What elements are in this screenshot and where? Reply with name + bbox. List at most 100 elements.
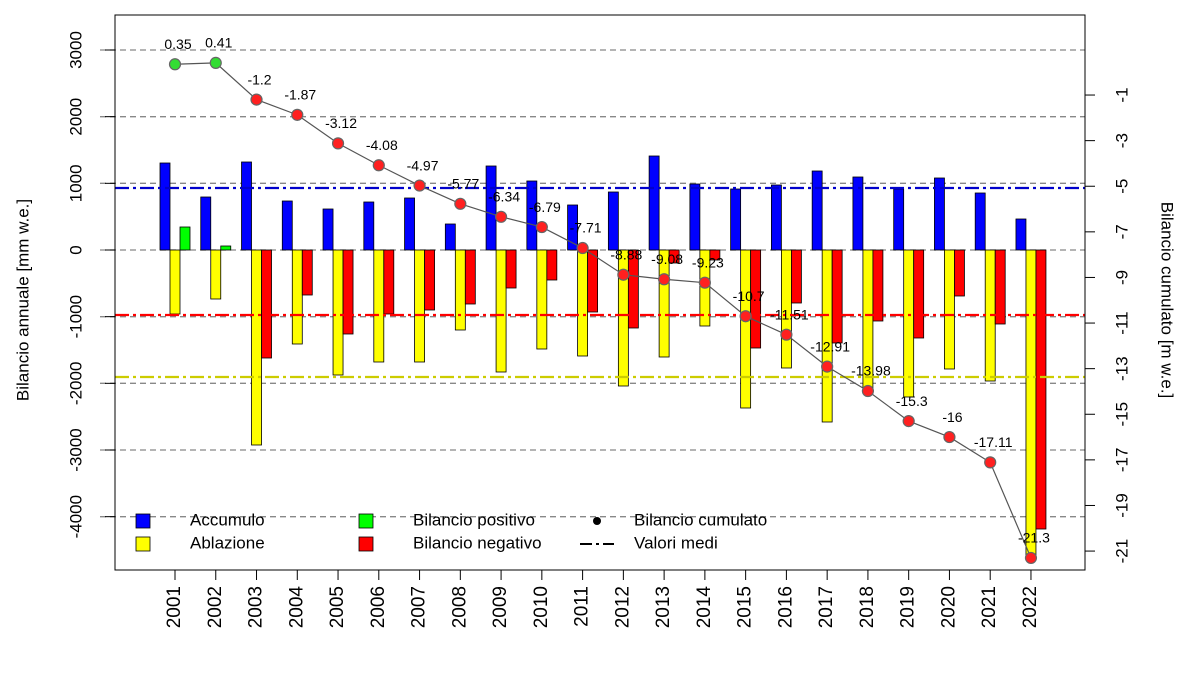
cumulative-point — [617, 268, 630, 281]
y2-axis-label: Bilancio cumulato [m w.e.] — [1158, 202, 1177, 399]
cumulative-point — [943, 430, 956, 444]
data-label: -4.08 — [366, 137, 398, 153]
bar — [872, 249, 884, 322]
bar — [536, 249, 548, 350]
y2-tick-label: -21 — [1112, 539, 1131, 564]
x-tick-label: 2009 — [490, 586, 511, 628]
x-tick-label: 2016 — [775, 586, 796, 628]
data-label: -6.34 — [488, 189, 520, 205]
y2-tick-label: -7 — [1112, 224, 1131, 239]
data-label: -5.77 — [447, 176, 479, 192]
data-label: 0.35 — [164, 36, 191, 52]
data-label: -9.23 — [692, 254, 724, 270]
bar — [709, 249, 721, 261]
bar — [414, 249, 425, 363]
legend-swatch — [358, 513, 374, 529]
cumulative-point — [413, 179, 426, 192]
bar — [1025, 249, 1037, 561]
x-tick-label: 2006 — [368, 586, 389, 628]
y-tick-label: -3000 — [66, 428, 85, 471]
cumulative-point — [372, 159, 385, 172]
bar — [587, 249, 598, 313]
x-tick-label: 2020 — [938, 586, 959, 628]
bar — [771, 184, 782, 251]
x-tick-label: 2003 — [246, 586, 267, 628]
bar — [994, 249, 1006, 325]
bar — [342, 249, 354, 335]
cumulative-point — [494, 210, 508, 223]
bar — [220, 245, 232, 251]
bar — [251, 249, 262, 446]
legend-swatch — [593, 517, 601, 525]
bar — [301, 249, 313, 296]
bar — [322, 208, 334, 251]
x-tick-label: 2008 — [449, 586, 470, 628]
legend-swatch — [135, 536, 151, 552]
y-tick-label: 1000 — [66, 164, 85, 202]
data-label: -1.87 — [284, 87, 316, 103]
cumulative-point — [454, 197, 467, 210]
data-label: -1.2 — [247, 71, 271, 87]
cumulative-point — [535, 220, 548, 234]
bar — [495, 249, 507, 373]
y2-tick-label: -3 — [1112, 133, 1131, 148]
legend-label: Bilancio cumulato — [634, 510, 767, 529]
data-label: -16 — [942, 409, 962, 425]
bar — [1035, 249, 1047, 530]
cumulative-point — [1024, 551, 1038, 565]
x-tick-label: 2015 — [735, 586, 756, 628]
cumulative-point — [984, 456, 997, 469]
bar — [903, 249, 915, 398]
y-axis-label: Bilancio annuale [mm w.e.] — [13, 199, 32, 401]
cumulative-point — [250, 93, 263, 106]
cumulative-point — [168, 58, 182, 71]
bar — [934, 177, 945, 251]
bar — [893, 188, 905, 251]
bar — [505, 249, 517, 289]
y2-tick-label: -1 — [1112, 87, 1131, 102]
legend-label: Accumulo — [190, 510, 265, 529]
cumulative-point — [658, 273, 671, 286]
data-label: -15.3 — [896, 393, 928, 409]
bar — [668, 249, 680, 264]
bar — [913, 249, 925, 339]
x-tick-label: 2018 — [857, 586, 878, 628]
bar — [363, 201, 375, 251]
x-tick-label: 2010 — [531, 586, 552, 628]
bar — [454, 249, 466, 331]
bar — [974, 192, 986, 251]
bar — [750, 249, 762, 349]
y2-tick-label: -5 — [1112, 179, 1131, 194]
data-label: -6.79 — [529, 199, 561, 215]
bar — [577, 249, 588, 357]
bar — [464, 249, 476, 305]
data-label: -9.08 — [651, 251, 683, 267]
cumulative-point — [331, 137, 345, 150]
data-label: -8.88 — [610, 246, 642, 262]
bar — [526, 180, 538, 251]
y-tick-label: 3000 — [66, 31, 85, 69]
bar — [567, 204, 578, 251]
cumulative-point — [821, 360, 834, 373]
bar — [689, 183, 701, 251]
bar — [781, 249, 792, 369]
legend-label: Bilancio negativo — [413, 533, 542, 552]
data-label: -13.98 — [851, 363, 891, 379]
cumulative-point — [861, 384, 875, 398]
data-label: -10.7 — [733, 288, 765, 304]
bar — [831, 249, 843, 344]
bar — [607, 191, 619, 251]
bar — [159, 162, 171, 251]
legend-label: Bilancio positivo — [413, 510, 535, 529]
legend-label: Valori medi — [634, 533, 718, 552]
bar — [332, 249, 344, 376]
bar — [740, 249, 752, 409]
y2-tick-label: -13 — [1112, 356, 1131, 381]
bar — [444, 223, 456, 251]
cumulative-point — [209, 56, 222, 69]
data-label: 0.41 — [205, 35, 232, 51]
bar — [241, 161, 252, 251]
data-label: -7.71 — [570, 220, 602, 236]
bar — [1015, 218, 1027, 251]
